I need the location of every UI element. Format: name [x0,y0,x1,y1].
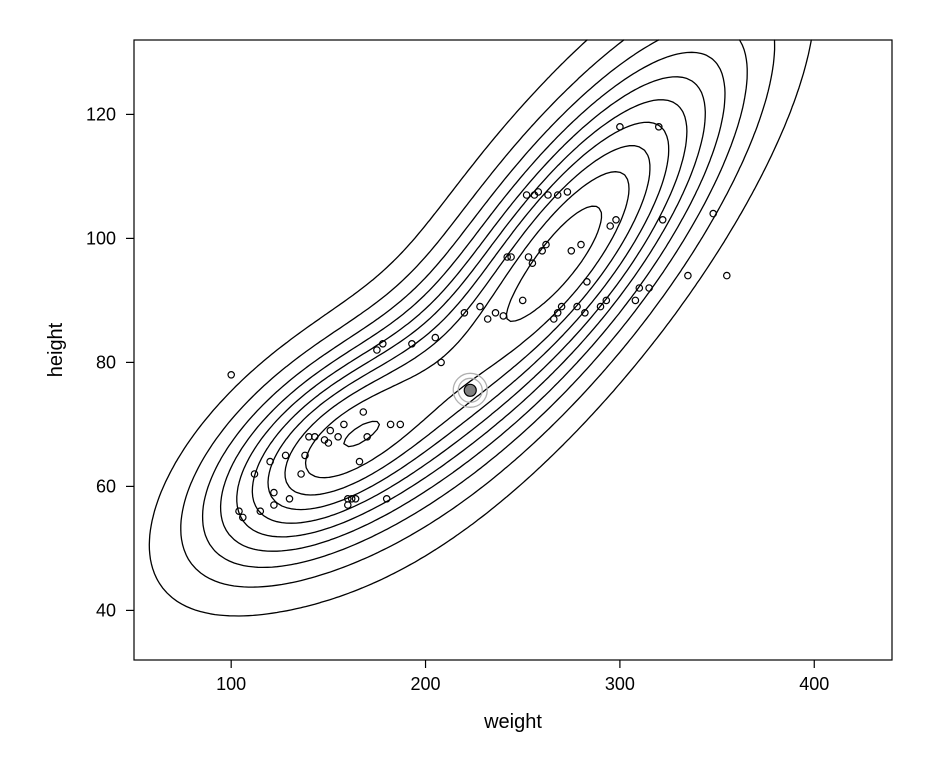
contour-line [507,206,602,321]
highlight-point [453,373,487,407]
scatter-point [282,452,288,458]
scatter-point [341,421,347,427]
scatter-point [492,310,498,316]
scatter-point [607,223,613,229]
scatter-point [551,316,557,322]
scatter-point [485,316,491,322]
scatter-point [685,272,691,278]
x-tick-label: 200 [411,674,441,694]
x-tick-label: 100 [216,674,246,694]
scatter-point [356,458,362,464]
scatter-point [477,303,483,309]
scatter-point [617,124,623,130]
scatter-point [397,421,403,427]
chart-svg: 100 200 300 400 40 60 80 100 120 weight height [0,0,932,780]
scatter-point [660,217,666,223]
y-tick-label: 40 [96,600,116,620]
x-tick-label: 300 [605,674,635,694]
scatter-point [564,189,570,195]
scatter-point [360,409,366,415]
contour-line [306,172,629,478]
scatter-point [228,372,234,378]
y-tick-label: 120 [86,104,116,124]
scatter-point [525,254,531,260]
chart-container: 100 200 300 400 40 60 80 100 120 weight height [0,0,932,780]
scatter-point [335,434,341,440]
scatter-point [374,347,380,353]
scatter-point [345,502,351,508]
contour-line [285,146,650,495]
y-axis-label: height [45,322,67,377]
scatter-point [271,502,277,508]
scatter-point [508,254,514,260]
contour-line [203,40,748,567]
scatter-point [387,421,393,427]
contour-line [149,40,811,616]
scatter-point [613,217,619,223]
scatter-point [257,508,263,514]
scatter-point [578,241,584,247]
scatter-point [632,297,638,303]
y-tick-label: 60 [96,476,116,496]
scatter-point [432,334,438,340]
scatter-point [327,427,333,433]
x-tick-label: 400 [799,674,829,694]
scatter-point [545,192,551,198]
density-contours [149,40,811,616]
scatter-points [228,124,730,521]
scatter-point [523,192,529,198]
scatter-point [584,279,590,285]
scatter-point [286,496,292,502]
axes: 100 200 300 400 40 60 80 100 120 [86,104,829,694]
scatter-point [724,272,730,278]
scatter-point [555,192,561,198]
scatter-point [298,471,304,477]
scatter-point [438,359,444,365]
contour-line [268,122,669,509]
y-tick-label: 100 [86,228,116,248]
scatter-point [543,241,549,247]
y-tick-label: 80 [96,352,116,372]
contour-line [344,421,380,446]
scatter-point [500,313,506,319]
scatter-point [271,489,277,495]
highlight-dot [464,384,476,396]
scatter-point [352,496,358,502]
scatter-point [568,248,574,254]
scatter-point [520,297,526,303]
x-axis-label: weight [483,711,542,733]
